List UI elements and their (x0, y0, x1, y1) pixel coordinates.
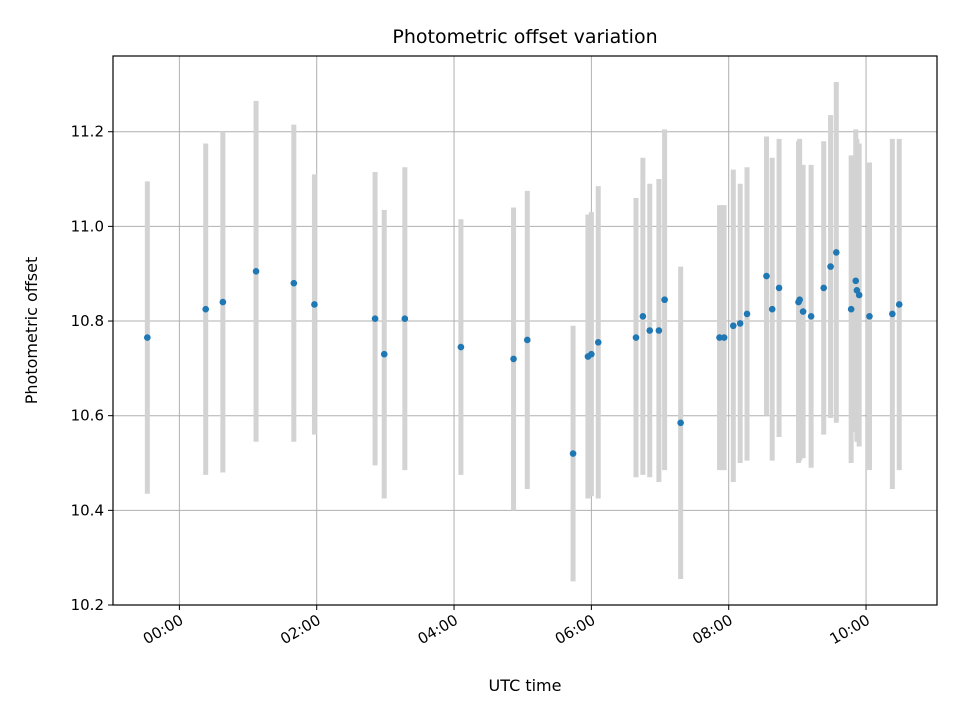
data-point (847, 305, 855, 313)
data-point (311, 301, 318, 308)
chart-title: Photometric offset variation (392, 26, 657, 48)
data-point (401, 315, 409, 322)
data-point (820, 284, 827, 292)
data-point (852, 277, 860, 285)
y-tick-label: 10.8 (71, 312, 104, 330)
data-point (729, 322, 737, 330)
data-point (716, 334, 723, 341)
data-point (720, 334, 728, 341)
data-point (594, 339, 602, 346)
y-tick-label: 10.4 (71, 501, 104, 519)
data-point (677, 419, 684, 427)
data-point (639, 313, 647, 320)
data-point (889, 310, 896, 318)
data-point (588, 350, 595, 358)
y-tick-label: 11.2 (71, 123, 104, 141)
y-tick-label: 10.2 (71, 596, 104, 614)
data-point (743, 310, 751, 318)
data-point (290, 279, 298, 287)
y-axis-ticks: 10.2 10.4 10.6 10.8 11.0 11.2 (71, 123, 113, 614)
data-point (144, 334, 151, 341)
data-point (252, 268, 260, 275)
data-point (796, 296, 803, 304)
data-point (768, 305, 776, 313)
y-tick-label: 11.0 (71, 217, 104, 235)
data-point (895, 301, 903, 308)
data-point (523, 336, 531, 344)
data-point (646, 327, 654, 334)
data-points (144, 249, 903, 457)
data-point (380, 350, 388, 358)
data-point (632, 334, 640, 341)
data-point (661, 296, 668, 304)
data-point (855, 291, 863, 299)
data-point (799, 308, 807, 315)
data-point (219, 298, 227, 306)
data-point (866, 313, 873, 320)
data-point (775, 284, 783, 292)
data-point (807, 313, 815, 320)
data-point (736, 320, 744, 327)
data-point (371, 315, 379, 322)
data-point (569, 450, 577, 457)
data-point (655, 327, 663, 334)
plot-frame (112, 55, 938, 606)
data-point (832, 249, 840, 256)
y-axis-title: Photometric offset (22, 257, 41, 405)
data-point (457, 343, 465, 351)
data-point (827, 263, 834, 270)
data-point (763, 272, 770, 280)
y-tick-label: 10.6 (71, 407, 104, 425)
x-axis-title: UTC time (489, 676, 562, 695)
data-point (510, 355, 517, 363)
data-point (202, 305, 209, 313)
